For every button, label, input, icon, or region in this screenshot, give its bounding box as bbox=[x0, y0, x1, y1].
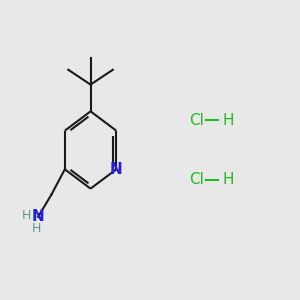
Text: H: H bbox=[22, 209, 31, 222]
Text: H: H bbox=[32, 222, 41, 235]
Text: N: N bbox=[110, 162, 123, 177]
Text: Cl: Cl bbox=[189, 113, 203, 128]
Text: H: H bbox=[223, 172, 234, 187]
Text: H: H bbox=[223, 113, 234, 128]
Text: N: N bbox=[32, 209, 44, 224]
Text: Cl: Cl bbox=[189, 172, 203, 187]
